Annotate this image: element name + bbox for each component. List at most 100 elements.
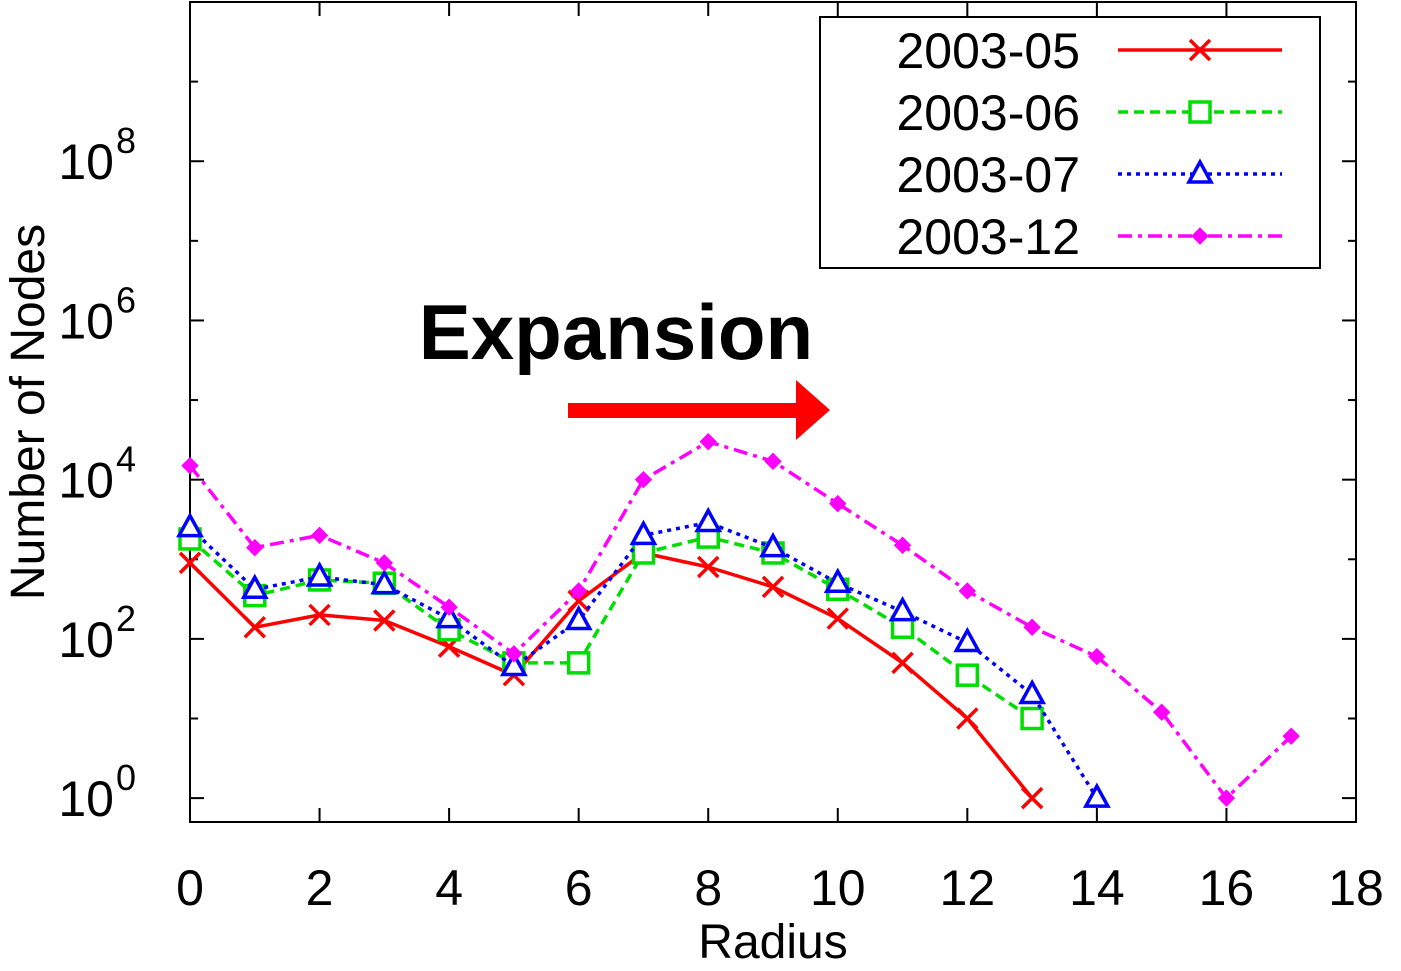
- marker-stroke: [1020, 786, 1044, 810]
- marker-diamond: [1282, 727, 1300, 745]
- marker-triangle: [888, 596, 917, 622]
- marker-diamond: [375, 554, 394, 572]
- series-line: [188, 439, 1293, 800]
- marker-diamond: [181, 456, 199, 475]
- x-tick-labels: 0 2 4 6 8 10 12 14 16 18: [176, 860, 1384, 916]
- marker-square: [955, 663, 980, 687]
- marker-triangle: [305, 561, 334, 587]
- y-tick-label-base: 10: [58, 453, 114, 509]
- axis-ticks: [189, 1, 1357, 822]
- marker-triangle: [1186, 158, 1214, 184]
- plot-frame: [189, 1, 1357, 823]
- marker-diamond: [634, 470, 653, 489]
- legend-label: 2003-07: [897, 147, 1081, 203]
- marker-diamond: [1023, 618, 1041, 636]
- marker-diamond: [764, 452, 782, 471]
- marker-stroke: [891, 651, 914, 675]
- marker-stroke: [956, 707, 979, 730]
- marker-square: [566, 651, 591, 675]
- marker-triangle: [370, 569, 399, 595]
- y-tick-label: 10 6: [58, 279, 136, 349]
- marker-triangle: [759, 532, 787, 558]
- marker-triangle: [240, 573, 269, 600]
- x-tick-label: 8: [694, 860, 722, 916]
- x-tick-label: 14: [1069, 860, 1125, 916]
- marker-x: [1020, 786, 1044, 810]
- marker-x: [243, 616, 267, 639]
- marker-diamond: [440, 598, 458, 616]
- marker-x: [178, 551, 202, 575]
- marker-stroke: [308, 603, 331, 627]
- marker-triangle: [953, 626, 982, 653]
- marker-diamond: [569, 582, 588, 600]
- marker-stroke: [178, 551, 202, 575]
- y-tick-label-base: 10: [58, 134, 114, 190]
- legend: 2003-05 2003-06 2003-07 2003-12: [819, 16, 1321, 269]
- marker-x: [308, 603, 331, 627]
- marker-x: [956, 707, 979, 730]
- marker-square: [1188, 100, 1212, 124]
- marker-triangle: [564, 604, 593, 631]
- y-tick-label: 10 8: [58, 120, 136, 190]
- expansion-arrow: [568, 380, 830, 440]
- series-line: [188, 551, 1034, 800]
- y-tick-label-base: 10: [58, 293, 114, 349]
- x-tick-label: 6: [565, 860, 593, 916]
- marker-x: [696, 555, 720, 579]
- y-tick-label: 10 2: [58, 598, 136, 668]
- marker-triangle: [499, 650, 528, 677]
- series-2003-06: [178, 525, 1044, 731]
- legend-box: [819, 16, 1321, 269]
- x-axis-title: Radius: [698, 916, 847, 969]
- y-axis-title: Number of Nodes: [2, 224, 55, 600]
- marker-stroke: [243, 616, 267, 639]
- marker-square: [631, 541, 656, 565]
- marker-square: [1020, 706, 1044, 731]
- marker-stroke: [567, 589, 590, 613]
- marker-triangle: [435, 602, 464, 629]
- marker-stroke: [761, 575, 785, 599]
- marker-diamond: [958, 582, 977, 600]
- series-2003-07: [176, 506, 1111, 808]
- x-tick-label: 10: [810, 860, 866, 916]
- marker-x: [826, 607, 850, 630]
- marker-x: [1188, 38, 1212, 62]
- marker-diamond: [893, 536, 912, 554]
- y-tick-label-base: 10: [58, 771, 114, 827]
- expansion-annotation: Expansion: [419, 288, 813, 376]
- marker-triangle: [176, 511, 204, 538]
- marker-stroke: [696, 555, 720, 579]
- marker-diamond: [699, 432, 717, 451]
- marker-triangle: [1018, 678, 1047, 705]
- y-tick-label-exponent: 2: [116, 598, 136, 639]
- marker-stroke: [373, 609, 396, 632]
- marker-diamond: [1191, 227, 1209, 245]
- y-tick-label-exponent: 8: [116, 120, 136, 161]
- marker-x: [567, 589, 590, 613]
- marker-triangle: [629, 519, 658, 546]
- y-tick-label-base: 10: [58, 612, 114, 668]
- y-tick-label-exponent: 6: [116, 279, 136, 320]
- series-layer: [176, 432, 1300, 810]
- marker-triangle: [1082, 782, 1111, 808]
- legend-label: 2003-06: [897, 85, 1081, 141]
- marker-stroke: [1188, 38, 1212, 62]
- x-tick-label: 18: [1328, 860, 1384, 916]
- marker-diamond: [1217, 789, 1236, 807]
- marker-diamond: [246, 538, 264, 557]
- marker-x: [373, 609, 396, 632]
- series-2003-12: [181, 432, 1300, 807]
- marker-x: [761, 575, 785, 599]
- marker-triangle: [823, 567, 852, 593]
- x-tick-label: 16: [1199, 860, 1255, 916]
- marker-diamond: [1088, 647, 1106, 666]
- y-tick-label: 10 4: [58, 439, 136, 509]
- x-tick-label: 4: [435, 860, 463, 916]
- marker-diamond: [1152, 703, 1171, 721]
- y-tick-label: 10 0: [58, 757, 136, 827]
- marker-triangle: [694, 506, 723, 533]
- marker-diamond: [310, 526, 329, 545]
- x-tick-label: 12: [940, 860, 996, 916]
